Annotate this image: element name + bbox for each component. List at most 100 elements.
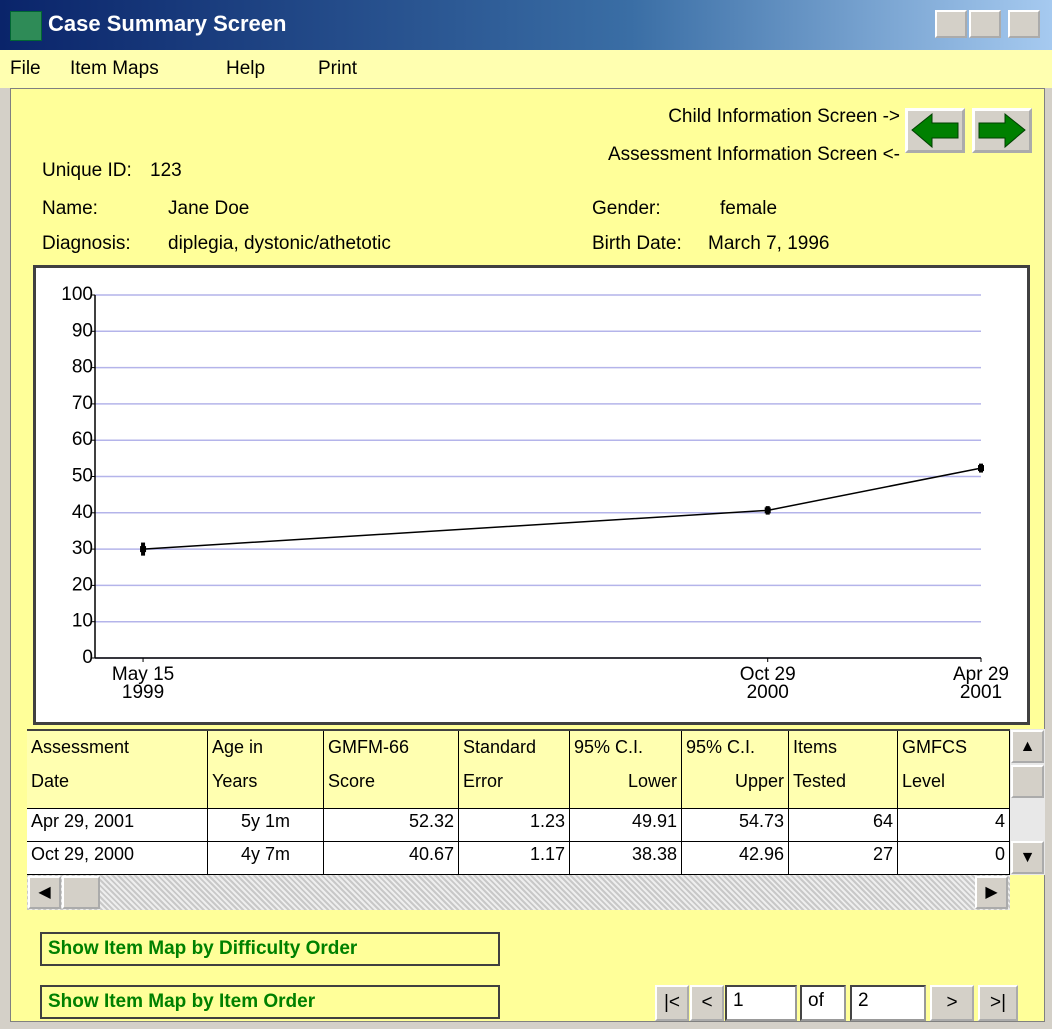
table-cell: 1.23	[459, 809, 570, 842]
header-text: Age in	[212, 737, 264, 757]
assessment-link[interactable]: Assessment Information Screen <-	[608, 144, 900, 165]
column-header: Items Tested	[789, 731, 898, 809]
column-header: Standard Error	[459, 731, 570, 809]
header-text: Level	[902, 771, 946, 791]
data-line	[143, 467, 982, 550]
title-bar	[0, 0, 1052, 50]
arrow-icon	[978, 112, 1026, 149]
table-cell: 40.67	[324, 842, 459, 875]
menu-bar	[0, 50, 1052, 88]
of-label: of	[800, 985, 846, 1021]
scroll-left[interactable]: ◀	[28, 876, 61, 909]
data-grid: Assessment Date Age in Years GMFM-66 Score Sta…	[27, 729, 1010, 877]
y-tick-label: 100	[61, 284, 93, 305]
maximize-button[interactable]	[969, 10, 1001, 38]
table-cell: 49.91	[570, 809, 682, 842]
menu-item[interactable]: Print	[318, 58, 358, 79]
scroll-down[interactable]: ▼	[1011, 841, 1044, 874]
field-value: March 7, 1996	[708, 233, 830, 254]
header-text: GMFCS	[902, 737, 967, 757]
last-page-button[interactable]: >|	[978, 985, 1018, 1021]
x-tick-label: 2000	[747, 682, 789, 703]
y-tick-label: 10	[72, 611, 93, 632]
data-point	[978, 465, 984, 472]
y-tick-label: 0	[82, 647, 93, 668]
field-value: diplegia, dystonic/athetotic	[168, 233, 391, 254]
table-cell: Apr 29, 2001	[27, 809, 208, 842]
field-label: Name:	[42, 198, 98, 219]
menu-item[interactable]: File	[10, 58, 41, 79]
table-cell: 42.96	[682, 842, 789, 875]
minimize-button[interactable]	[935, 10, 967, 38]
table-cell: 4y 7m	[208, 842, 324, 875]
next-page-button[interactable]: >	[930, 985, 974, 1021]
table-cell: Oct 29, 2000	[27, 842, 208, 875]
child-link[interactable]: Child Information Screen ->	[668, 106, 900, 127]
table-cell: 54.73	[682, 809, 789, 842]
data-point	[140, 546, 147, 553]
back-arrow[interactable]	[905, 108, 965, 153]
column-header: GMFM-66 Score	[324, 731, 459, 809]
column-header: GMFCS Level	[898, 731, 1010, 809]
column-header: Assessment Date	[27, 731, 208, 809]
scroll-right[interactable]: ▶	[975, 876, 1008, 909]
header-text: Years	[212, 771, 258, 791]
menu-item[interactable]: Item Maps	[70, 58, 159, 79]
header-text: Assessment	[31, 737, 130, 757]
scroll-thumb[interactable]	[62, 876, 100, 909]
data-point	[764, 507, 771, 514]
arrow-icon	[911, 112, 959, 149]
x-tick-label: Oct 29	[740, 664, 796, 685]
close-button[interactable]	[1008, 10, 1040, 38]
field-value: Jane Doe	[168, 198, 250, 219]
header-text: Score	[328, 771, 376, 791]
field-value: 123	[150, 160, 182, 181]
table-cell: 27	[789, 842, 898, 875]
scroll-up[interactable]: ▲	[1011, 730, 1044, 763]
column-header: 95% C.I. Upper	[682, 731, 789, 809]
menu-item[interactable]: Help	[226, 58, 266, 79]
item-order-button[interactable]: Show Item Map by Item Order	[40, 985, 500, 1019]
table-cell: 64	[789, 809, 898, 842]
header-text: Tested	[793, 771, 847, 791]
y-tick-label: 20	[72, 574, 93, 595]
header-text: Error	[463, 771, 503, 791]
horizontal-scrollbar[interactable]: ◀ ▶	[27, 875, 1010, 910]
table-cell: 52.32	[324, 809, 459, 842]
header-text: Upper	[734, 771, 784, 791]
scroll-thumb[interactable]	[1011, 765, 1044, 798]
header-text: Items	[793, 737, 838, 757]
y-tick-label: 90	[72, 320, 93, 341]
header-text: 95% C.I.	[574, 737, 644, 757]
header-text: Standard	[463, 737, 537, 757]
table-cell: 4	[898, 809, 1010, 842]
field-label: Gender:	[592, 198, 661, 219]
x-tick-label: May 15	[112, 664, 174, 685]
header-text: GMFM-66	[328, 737, 409, 757]
column-header: Age in Years	[208, 731, 324, 809]
y-tick-label: 30	[72, 538, 93, 559]
x-tick-label: 2001	[960, 682, 1002, 703]
header-text: Date	[31, 771, 70, 791]
prev-page-button[interactable]: <	[690, 985, 724, 1021]
field-label: Birth Date:	[592, 233, 682, 254]
field-value: female	[720, 198, 778, 219]
header-text: 95% C.I.	[686, 737, 756, 757]
app-icon	[10, 11, 42, 41]
column-header: 95% C.I. Lower	[570, 731, 682, 809]
total-pages: 2	[850, 985, 926, 1021]
y-tick-label: 80	[72, 357, 93, 378]
header-text: Lower	[627, 771, 677, 791]
x-tick-label: 1999	[122, 682, 164, 703]
vertical-scrollbar[interactable]: ▲ ▼	[1010, 729, 1045, 875]
difficulty-button[interactable]: Show Item Map by Difficulty Order	[40, 932, 500, 966]
table-cell: 38.38	[570, 842, 682, 875]
chart-frame: 0 10 20 30 40 50 60 70 80 90 100 May 15 1999 Oct 29 20…	[33, 265, 1030, 725]
page-input[interactable]: 1	[725, 985, 797, 1021]
table-cell: 5y 1m	[208, 809, 324, 842]
first-page-button[interactable]: |<	[655, 985, 689, 1021]
table-cell: 0	[898, 842, 1010, 875]
forward-arrow[interactable]	[972, 108, 1032, 153]
table-cell: 1.17	[459, 842, 570, 875]
